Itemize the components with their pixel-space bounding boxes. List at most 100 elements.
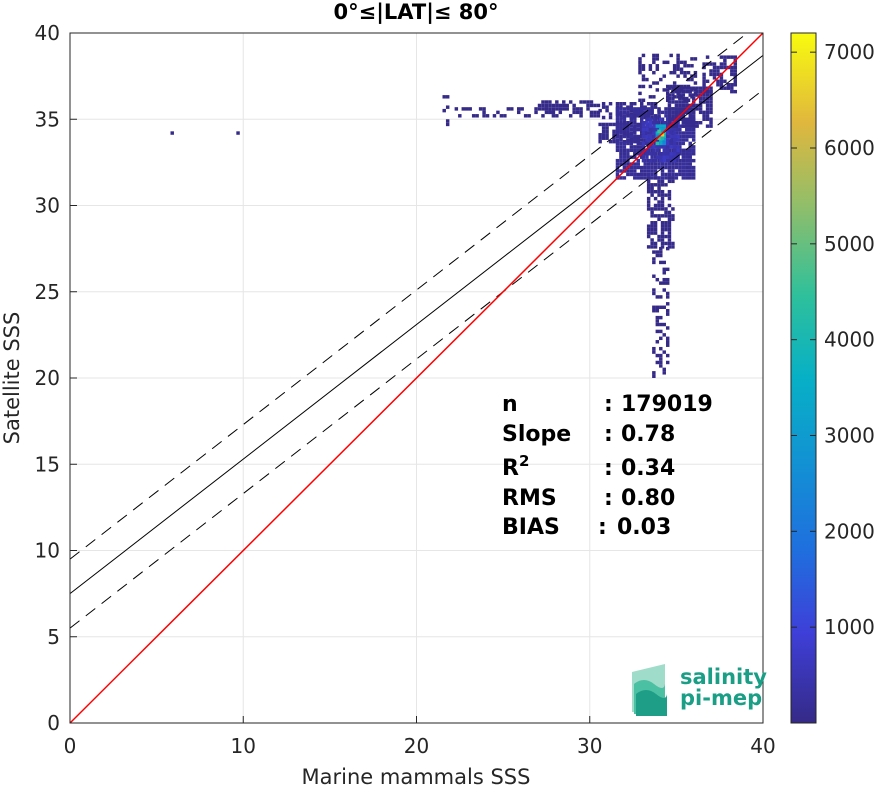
density-cell: [705, 117, 710, 121]
density-cell: [646, 200, 651, 204]
density-cell: [660, 203, 665, 208]
density-cell: [685, 172, 689, 177]
density-cell: [655, 148, 660, 153]
density-cell: [702, 72, 706, 77]
density-cell: [671, 124, 675, 128]
density-cell: [626, 162, 630, 166]
density-cell: [683, 64, 687, 68]
density-cell: [662, 371, 666, 375]
density-cell: [688, 152, 692, 156]
density-cell: [690, 77, 694, 82]
stat-value: 179019: [621, 392, 713, 417]
density-cell: [691, 110, 696, 115]
density-cell: [681, 148, 686, 153]
density-cell: [688, 165, 692, 170]
density-cell: [709, 96, 713, 101]
density-cell: [633, 145, 637, 149]
density-cell: [652, 81, 656, 85]
density-cell: [660, 133, 665, 137]
density-cell: [445, 105, 450, 109]
density-cell: [678, 100, 682, 104]
identity-line: [70, 33, 763, 723]
density-cell: [646, 102, 651, 106]
density-cell: [657, 214, 661, 218]
density-cell: [709, 124, 713, 128]
density-cell: [664, 162, 668, 166]
density-cell: [633, 165, 637, 170]
density-cell: [660, 238, 665, 242]
density-cell: [662, 60, 666, 65]
density-cell: [671, 207, 675, 211]
density-cell: [730, 86, 734, 90]
stat-value: 0.78: [621, 422, 675, 447]
density-cell: [667, 114, 672, 118]
stat-separator: :: [604, 422, 613, 447]
density-cell: [665, 312, 670, 316]
density-cell: [601, 129, 606, 134]
density-cell: [685, 96, 689, 101]
density-cell: [653, 207, 658, 211]
density-cell: [652, 70, 656, 75]
density-cell: [471, 114, 476, 118]
density-cell: [665, 88, 670, 92]
density-cell: [674, 124, 679, 128]
density-cell: [629, 124, 634, 128]
density-cell: [626, 120, 630, 125]
density-cell: [638, 67, 642, 71]
density-cell: [672, 67, 677, 71]
density-cell: [688, 155, 692, 159]
density-cell: [733, 69, 738, 73]
density-cell: [638, 98, 642, 102]
density-cell: [723, 79, 727, 84]
density-cell: [671, 100, 675, 104]
density-cell: [636, 110, 640, 115]
density-cell: [671, 214, 675, 218]
density-cell: [633, 114, 637, 118]
density-cell: [652, 346, 656, 351]
density-cell: [678, 117, 682, 121]
density-cell: [667, 193, 672, 197]
density-cell: [544, 107, 549, 111]
density-cell: [639, 172, 644, 177]
density-cell: [709, 103, 713, 108]
density-cell: [665, 340, 670, 344]
colorbar-tick-label: 1000: [824, 615, 875, 639]
density-cell: [702, 79, 706, 84]
density-cell: [615, 117, 620, 121]
density-cell: [678, 110, 682, 115]
density-cell: [619, 105, 623, 109]
density-cell: [678, 107, 682, 111]
y-tick-label: 5: [47, 625, 60, 649]
density-cell: [558, 110, 563, 115]
density-cell: [655, 145, 660, 149]
density-cell: [629, 117, 634, 121]
density-cell: [655, 124, 660, 128]
density-cluster: [537, 100, 601, 118]
density-cluster: [657, 129, 665, 140]
density-cell: [665, 295, 670, 299]
density-cell: [664, 234, 668, 239]
density-cell: [568, 114, 573, 118]
density-cell: [619, 117, 623, 121]
density-cell: [671, 114, 675, 118]
density-cell: [612, 139, 616, 144]
density-cell: [672, 120, 677, 125]
density-cell: [601, 102, 606, 106]
density-cell: [643, 165, 647, 170]
density-cell: [667, 172, 672, 177]
density-cell: [646, 207, 651, 211]
density-cell: [633, 138, 637, 142]
density-cell: [598, 122, 602, 127]
density-cell: [619, 107, 623, 111]
density-cell: [681, 107, 686, 111]
density-cell: [657, 110, 661, 115]
density-cell: [652, 305, 656, 309]
density-cell: [662, 281, 666, 285]
density-cell: [629, 141, 634, 146]
density-cell: [685, 148, 689, 153]
density-cell: [652, 260, 656, 265]
density-cell: [733, 65, 738, 70]
density-cell: [636, 124, 640, 128]
density-cell: [702, 76, 706, 80]
density-cell: [641, 141, 646, 146]
